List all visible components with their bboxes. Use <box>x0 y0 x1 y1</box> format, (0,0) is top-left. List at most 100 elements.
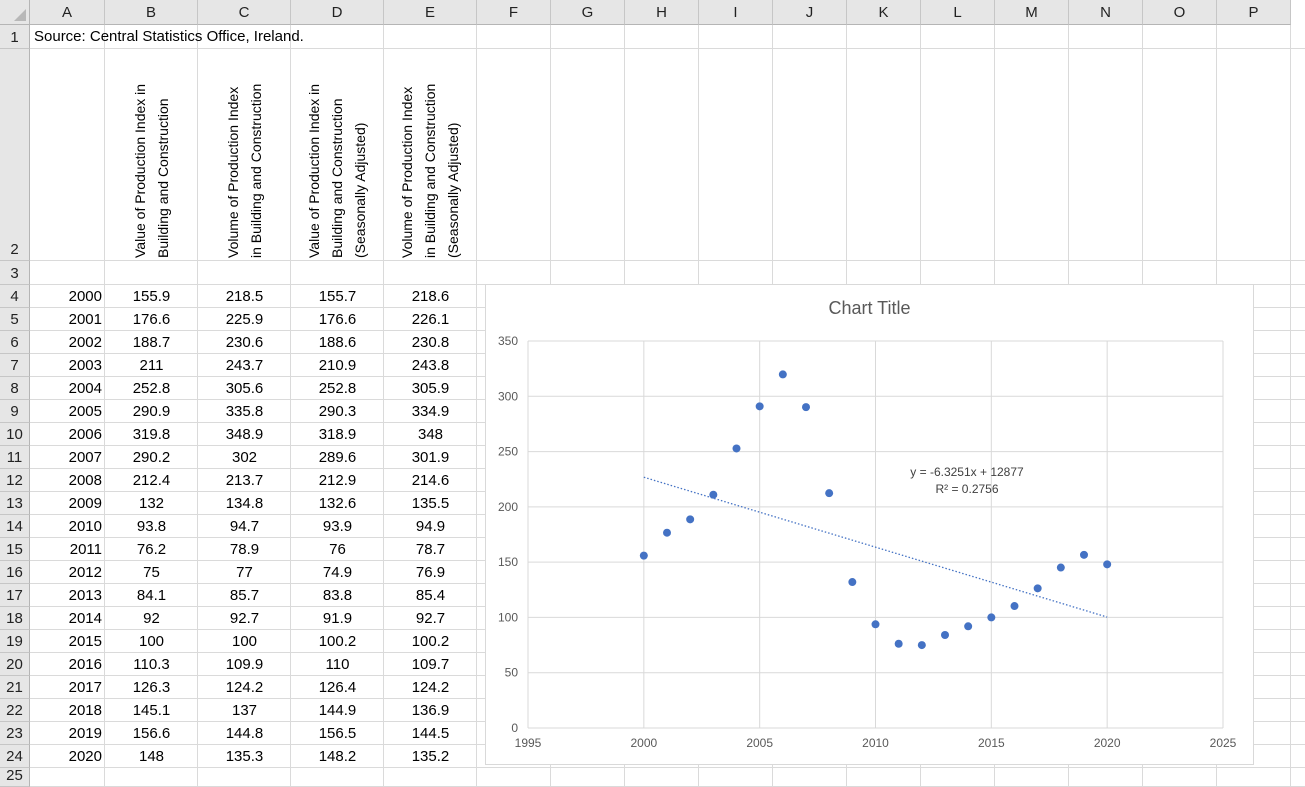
year-cell[interactable]: 2001 <box>68 311 102 328</box>
value-cell[interactable]: 136.9 <box>411 702 450 719</box>
row-header-6[interactable]: 6 <box>0 331 30 354</box>
value-cell[interactable]: 84.1 <box>136 587 167 604</box>
value-cell[interactable]: 156.6 <box>132 725 171 742</box>
value-cell[interactable]: 335.8 <box>225 403 264 420</box>
row-header-11[interactable]: 11 <box>0 446 30 469</box>
value-cell[interactable]: 100.2 <box>411 633 450 650</box>
column-header-j[interactable]: J <box>773 0 847 25</box>
row-header-25[interactable]: 25 <box>0 767 30 787</box>
value-cell[interactable]: 109.7 <box>411 656 450 673</box>
value-cell[interactable]: 348.9 <box>225 426 264 443</box>
value-cell[interactable]: 226.1 <box>411 311 450 328</box>
year-cell[interactable]: 2006 <box>68 426 102 443</box>
row-header-14[interactable]: 14 <box>0 515 30 538</box>
value-cell[interactable]: 77 <box>236 564 253 581</box>
column-header-a[interactable]: A <box>30 0 105 25</box>
value-cell[interactable]: 92 <box>143 610 160 627</box>
column-header-d[interactable]: D <box>291 0 384 25</box>
year-cell[interactable]: 2002 <box>68 334 102 351</box>
column-header-text-e[interactable]: Volume of Production Index <box>399 86 415 258</box>
column-header-b[interactable]: B <box>105 0 198 25</box>
value-cell[interactable]: 176.6 <box>318 311 357 328</box>
value-cell[interactable]: 210.9 <box>318 357 357 374</box>
value-cell[interactable]: 145.1 <box>132 702 171 719</box>
year-cell[interactable]: 2003 <box>68 357 102 374</box>
row-header-8[interactable]: 8 <box>0 377 30 400</box>
value-cell[interactable]: 305.6 <box>225 380 264 397</box>
column-header-text-c[interactable]: in Building and Construction <box>247 83 264 258</box>
row-header-1[interactable]: 1 <box>0 25 30 49</box>
value-cell[interactable]: 92.7 <box>415 610 446 627</box>
value-cell[interactable]: 188.6 <box>318 334 357 351</box>
value-cell[interactable]: 176.6 <box>132 311 171 328</box>
value-cell[interactable]: 85.4 <box>415 587 446 604</box>
row-header-10[interactable]: 10 <box>0 423 30 446</box>
value-cell[interactable]: 76 <box>329 541 346 558</box>
value-cell[interactable]: 188.7 <box>132 334 171 351</box>
row-header-2[interactable]: 2 <box>0 49 30 261</box>
year-cell[interactable]: 2005 <box>68 403 102 420</box>
value-cell[interactable]: 243.8 <box>411 357 450 374</box>
row-header-22[interactable]: 22 <box>0 699 30 722</box>
value-cell[interactable]: 319.8 <box>132 426 171 443</box>
value-cell[interactable]: 290.9 <box>132 403 171 420</box>
value-cell[interactable]: 135.5 <box>411 495 450 512</box>
row-header-21[interactable]: 21 <box>0 676 30 699</box>
value-cell[interactable]: 348 <box>417 426 444 443</box>
value-cell[interactable]: 301.9 <box>411 449 450 466</box>
value-cell[interactable]: 135.3 <box>225 748 264 765</box>
value-cell[interactable]: 124.2 <box>411 679 450 696</box>
value-cell[interactable]: 144.9 <box>318 702 357 719</box>
column-header-text-d[interactable]: Building and Construction <box>329 98 345 258</box>
value-cell[interactable]: 94.9 <box>415 518 446 535</box>
value-cell[interactable]: 74.9 <box>322 564 353 581</box>
value-cell[interactable]: 212.9 <box>318 472 357 489</box>
year-cell[interactable]: 2008 <box>68 472 102 489</box>
column-header-g[interactable]: G <box>551 0 625 25</box>
row-header-4[interactable]: 4 <box>0 285 30 308</box>
row-header-24[interactable]: 24 <box>0 745 30 768</box>
year-cell[interactable]: 2014 <box>68 610 102 627</box>
value-cell[interactable]: 148.2 <box>318 748 357 765</box>
value-cell[interactable]: 290.3 <box>318 403 357 420</box>
column-header-k[interactable]: K <box>847 0 921 25</box>
value-cell[interactable]: 212.4 <box>132 472 171 489</box>
row-header-13[interactable]: 13 <box>0 492 30 515</box>
column-header-c[interactable]: C <box>198 0 291 25</box>
value-cell[interactable]: 109.9 <box>225 656 264 673</box>
column-header-text-e[interactable]: (Seasonally Adjusted) <box>445 122 461 258</box>
year-cell[interactable]: 2016 <box>68 656 102 673</box>
value-cell[interactable]: 124.2 <box>225 679 264 696</box>
value-cell[interactable]: 290.2 <box>132 449 171 466</box>
year-cell[interactable]: 2010 <box>68 518 102 535</box>
value-cell[interactable]: 100 <box>138 633 165 650</box>
value-cell[interactable]: 137 <box>231 702 258 719</box>
column-header-text-d[interactable]: (Seasonally Adjusted) <box>352 122 368 258</box>
year-cell[interactable]: 2009 <box>68 495 102 512</box>
value-cell[interactable]: 135.2 <box>411 748 450 765</box>
value-cell[interactable]: 230.8 <box>411 334 450 351</box>
value-cell[interactable]: 76.9 <box>415 564 446 581</box>
row-header-9[interactable]: 9 <box>0 400 30 423</box>
value-cell[interactable]: 93.8 <box>136 518 167 535</box>
value-cell[interactable]: 94.7 <box>229 518 260 535</box>
trendline-r-squared[interactable]: R² = 0.2756 <box>935 482 999 496</box>
value-cell[interactable]: 214.6 <box>411 472 450 489</box>
column-header-m[interactable]: M <box>995 0 1069 25</box>
row-header-18[interactable]: 18 <box>0 607 30 630</box>
year-cell[interactable]: 2013 <box>68 587 102 604</box>
value-cell[interactable]: 144.5 <box>411 725 450 742</box>
value-cell[interactable]: 78.9 <box>229 541 260 558</box>
value-cell[interactable]: 148 <box>138 748 165 765</box>
chart-title[interactable]: Chart Title <box>828 298 911 318</box>
year-cell[interactable]: 2004 <box>68 380 102 397</box>
value-cell[interactable]: 110.3 <box>133 656 170 673</box>
value-cell[interactable]: 100 <box>231 633 258 650</box>
value-cell[interactable]: 132 <box>138 495 165 512</box>
value-cell[interactable]: 83.8 <box>322 587 353 604</box>
year-cell[interactable]: 2020 <box>68 748 102 765</box>
year-cell[interactable]: 2015 <box>68 633 102 650</box>
trendline-equation[interactable]: y = -6.3251x + 12877 <box>910 465 1024 479</box>
year-cell[interactable]: 2018 <box>68 702 102 719</box>
value-cell[interactable]: 100.2 <box>318 633 357 650</box>
